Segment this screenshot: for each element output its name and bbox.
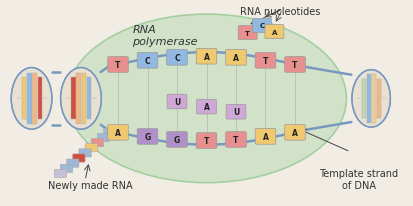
Text: A: A	[115, 128, 121, 137]
Text: Newly made RNA: Newly made RNA	[48, 180, 133, 190]
FancyBboxPatch shape	[196, 49, 217, 65]
Text: C: C	[259, 23, 265, 29]
FancyBboxPatch shape	[97, 134, 110, 142]
Bar	[38, 78, 42, 120]
Ellipse shape	[11, 68, 52, 130]
Bar	[27, 73, 31, 125]
FancyBboxPatch shape	[108, 57, 128, 73]
Text: T: T	[245, 30, 250, 36]
Text: Template strand
of DNA: Template strand of DNA	[319, 169, 399, 190]
FancyBboxPatch shape	[197, 100, 216, 114]
FancyBboxPatch shape	[104, 129, 116, 137]
Bar	[22, 78, 26, 120]
FancyBboxPatch shape	[285, 57, 305, 73]
FancyBboxPatch shape	[54, 170, 66, 178]
Text: G: G	[145, 132, 151, 141]
FancyBboxPatch shape	[66, 159, 79, 167]
FancyBboxPatch shape	[265, 26, 284, 39]
FancyBboxPatch shape	[238, 27, 257, 40]
Text: T: T	[233, 135, 239, 144]
Text: RNA
polymerase: RNA polymerase	[133, 25, 198, 47]
FancyBboxPatch shape	[285, 125, 305, 140]
Text: U: U	[233, 108, 239, 117]
FancyBboxPatch shape	[226, 132, 246, 147]
Text: A: A	[233, 54, 239, 63]
Text: C: C	[145, 57, 150, 66]
FancyBboxPatch shape	[137, 129, 158, 145]
Text: A: A	[272, 29, 277, 35]
Bar	[32, 73, 37, 125]
Ellipse shape	[61, 68, 101, 130]
Bar	[367, 75, 371, 123]
Bar	[377, 79, 381, 118]
FancyBboxPatch shape	[91, 139, 104, 147]
FancyBboxPatch shape	[255, 53, 276, 69]
FancyBboxPatch shape	[255, 129, 276, 145]
Text: A: A	[204, 103, 209, 112]
FancyBboxPatch shape	[60, 164, 73, 173]
Bar	[362, 79, 366, 118]
FancyBboxPatch shape	[137, 53, 158, 69]
FancyBboxPatch shape	[167, 50, 187, 66]
Bar	[372, 75, 376, 123]
Text: T: T	[263, 57, 268, 66]
FancyBboxPatch shape	[167, 132, 187, 147]
FancyBboxPatch shape	[73, 154, 85, 162]
Text: C: C	[174, 54, 180, 63]
FancyBboxPatch shape	[253, 19, 271, 33]
Bar	[82, 73, 86, 125]
Bar	[76, 73, 81, 125]
Text: T: T	[204, 136, 209, 145]
Bar	[87, 78, 91, 120]
FancyBboxPatch shape	[79, 149, 91, 157]
Text: T: T	[292, 61, 298, 70]
Ellipse shape	[66, 15, 347, 183]
Text: RNA nucleotides: RNA nucleotides	[240, 7, 321, 17]
Text: A: A	[292, 128, 298, 137]
Text: A: A	[263, 132, 268, 141]
FancyBboxPatch shape	[85, 144, 97, 152]
Ellipse shape	[352, 70, 390, 128]
Text: G: G	[174, 135, 180, 144]
FancyBboxPatch shape	[226, 50, 246, 66]
FancyBboxPatch shape	[108, 125, 128, 140]
FancyBboxPatch shape	[196, 133, 217, 149]
Bar	[71, 78, 76, 120]
Text: T: T	[115, 61, 121, 70]
FancyBboxPatch shape	[226, 105, 246, 119]
FancyBboxPatch shape	[167, 95, 187, 109]
Text: U: U	[174, 97, 180, 107]
Text: A: A	[204, 53, 209, 61]
